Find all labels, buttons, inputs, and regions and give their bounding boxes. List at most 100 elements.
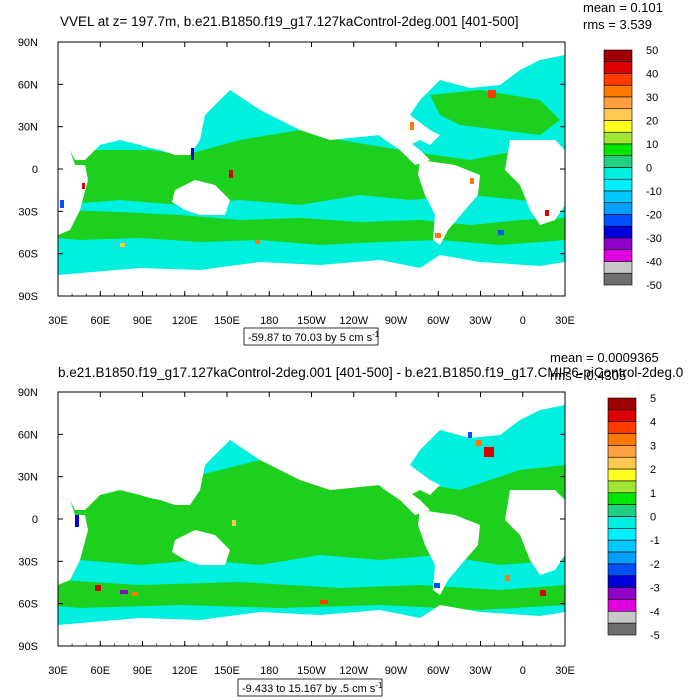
colorbar-swatch: [607, 551, 637, 565]
x-tick-label: 150W: [297, 315, 326, 327]
land-north-america: [300, 55, 440, 165]
colorbar-swatch: [607, 516, 637, 529]
colorbar-swatch: [603, 84, 633, 98]
colorbar-label: -5: [650, 630, 660, 642]
land-antarctica: [58, 255, 565, 296]
y-tick-label: 90N: [18, 37, 38, 49]
x-tick-label: 150W: [297, 665, 326, 677]
colorbar-label: 0: [646, 163, 652, 175]
colorbar-swatch: [607, 445, 637, 458]
y-tick-label: 30S: [18, 206, 38, 218]
colorbar-swatch: [607, 599, 637, 612]
colorbar-swatch: [603, 131, 633, 145]
x-tick-label: 0: [520, 665, 526, 677]
y-tick-label: 0: [32, 164, 38, 176]
colorbar-swatch: [603, 73, 633, 86]
colorbar-label: -10: [646, 186, 662, 198]
land-south-america: [418, 160, 480, 245]
current-hotspots: [60, 90, 549, 247]
x-axis: 30E 60E 90E 120E 150E 180 150W 120W 90W 60W 30W 0 30…: [48, 392, 575, 677]
continents: [58, 392, 565, 646]
colorbar-swatch: [603, 214, 633, 227]
x-tick-label: 120E: [172, 665, 198, 677]
x-tick-label: 60E: [90, 665, 110, 677]
colorbar-swatch: [607, 587, 637, 600]
x-tick-label: 180: [260, 665, 278, 677]
colorbar-label: 30: [646, 92, 658, 104]
panel-title: b.e21.B1850.f19_g17.127kaControl-2deg.00…: [58, 365, 683, 380]
mean-stat: mean = 0.0009365: [550, 350, 659, 365]
land-south-america: [418, 510, 480, 595]
colorbar-label: 20: [646, 116, 658, 128]
colorbar: 50 40 30 20 10 0 -10 -20 -30 -40 -50: [603, 45, 662, 292]
colorbar-swatch: [603, 190, 633, 204]
colorbar-swatch: [607, 456, 637, 470]
colorbar-label: 3: [650, 440, 656, 452]
mean-stat: mean = 0.101: [583, 0, 663, 15]
colorbar-label: -1: [650, 535, 660, 547]
continents: [58, 42, 565, 296]
colorbar-label: -20: [646, 210, 662, 222]
current-hotspots: [75, 432, 546, 604]
x-tick-label: 30E: [555, 665, 575, 677]
x-tick-label: 90W: [385, 315, 408, 327]
x-tick-label: 150E: [214, 665, 240, 677]
colorbar-swatch: [603, 202, 633, 215]
colorbar-swatch: [603, 49, 633, 63]
colorbar-label: 40: [646, 69, 658, 81]
x-tick-label: 120E: [172, 315, 198, 327]
range-label: -59.87 to 70.03 by 5 cm s-1: [243, 327, 380, 346]
y-tick-label: 60N: [18, 79, 38, 91]
colorbar-swatch: [607, 409, 637, 423]
range-label: -9.433 to 15.167 by .5 cm s-1: [237, 678, 383, 697]
y-tick-label: 30N: [18, 472, 38, 484]
colorbar-swatch: [607, 397, 637, 411]
colorbar-swatch: [603, 61, 633, 74]
land-antarctica: [58, 605, 565, 646]
x-tick-label: 90W: [385, 665, 408, 677]
colorbar-swatch: [607, 528, 637, 541]
colorbar-swatch: [603, 272, 633, 286]
colorbar-swatch: [603, 178, 633, 192]
colorbar-label: -4: [650, 606, 660, 618]
y-tick-label: 60N: [18, 429, 38, 441]
svg-text:-9.433 to 15.167 by .5 cm s-1: -9.433 to 15.167 by .5 cm s-1: [242, 681, 383, 695]
y-tick-label: 30S: [18, 556, 38, 568]
range-unit-exponent: -1: [375, 681, 383, 690]
colorbar-swatch: [603, 143, 633, 157]
x-tick-label: 90E: [133, 665, 153, 677]
x-tick-label: 150E: [214, 315, 240, 327]
x-tick-label: 90E: [133, 315, 153, 327]
y-tick-label: 0: [32, 514, 38, 526]
colorbar-label: 5: [650, 393, 656, 405]
colorbar-swatch: [607, 539, 637, 553]
range-unit-exponent: -1: [372, 330, 380, 339]
y-tick-label: 90N: [18, 387, 38, 399]
rms-stat: rms = 3.539: [583, 17, 652, 32]
colorbar-label: -40: [646, 257, 662, 269]
y-tick-label: 60S: [18, 599, 38, 611]
colorbar-swatch: [603, 120, 633, 133]
x-tick-label: 30E: [48, 665, 68, 677]
rms-stat: rms = 0.4305: [550, 368, 626, 383]
colorbar-swatch: [603, 225, 633, 239]
x-tick-label: 60E: [90, 315, 110, 327]
y-tick-label: 60S: [18, 249, 38, 261]
colorbar-label: 2: [650, 464, 656, 476]
x-axis: 30E 60E 90E 120E 150E 180 150W 120W 90W 60W 30W 0 30…: [48, 42, 575, 327]
x-tick-label: 30W: [469, 665, 492, 677]
land-north-america: [300, 405, 440, 515]
colorbar-swatch: [607, 468, 637, 482]
land-africa-east: [505, 490, 565, 575]
panel-top: VVEL at z= 197.7m, b.e21.B1850.f19_g17.1…: [18, 0, 663, 346]
colorbar-swatch: [603, 237, 633, 251]
colorbar-swatch: [607, 433, 637, 446]
range-text: -59.87 to 70.03 by 5 cm s: [248, 332, 373, 344]
colorbar-label: 1: [650, 488, 656, 500]
land-europe-asia-north: [58, 392, 565, 510]
colorbar-label: 4: [650, 417, 656, 429]
map-plot: [57, 391, 566, 647]
x-tick-label: 30E: [555, 315, 575, 327]
colorbar-swatch: [603, 96, 633, 110]
